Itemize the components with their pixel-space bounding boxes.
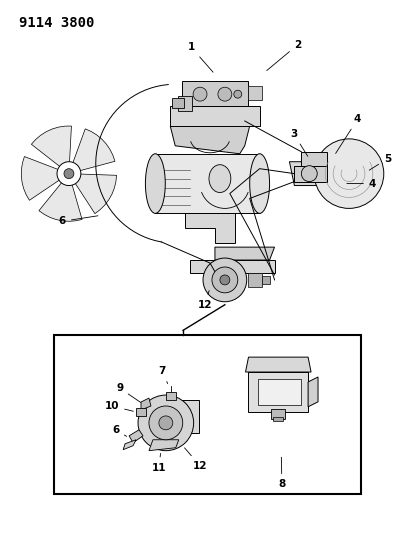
Circle shape — [234, 90, 242, 98]
Text: 7: 7 — [159, 366, 168, 384]
Circle shape — [138, 395, 194, 451]
Polygon shape — [182, 81, 248, 106]
Polygon shape — [170, 126, 250, 154]
Text: 2: 2 — [267, 39, 302, 70]
Polygon shape — [308, 377, 318, 407]
Circle shape — [203, 258, 247, 302]
Polygon shape — [301, 152, 327, 166]
Bar — [271, 409, 285, 419]
Polygon shape — [31, 126, 72, 167]
Polygon shape — [123, 440, 136, 450]
Bar — [273, 417, 283, 421]
Polygon shape — [21, 157, 61, 200]
Ellipse shape — [145, 154, 165, 213]
Circle shape — [57, 161, 81, 185]
Polygon shape — [74, 174, 117, 214]
Polygon shape — [185, 213, 235, 243]
Text: 8: 8 — [278, 457, 286, 489]
Text: 5: 5 — [369, 154, 391, 170]
Polygon shape — [249, 372, 308, 412]
Polygon shape — [72, 129, 115, 171]
Circle shape — [64, 168, 74, 179]
Polygon shape — [245, 357, 311, 372]
Text: 3: 3 — [290, 129, 308, 156]
Polygon shape — [190, 260, 275, 273]
Ellipse shape — [250, 154, 270, 213]
Text: 10: 10 — [105, 401, 133, 411]
Circle shape — [314, 139, 384, 208]
Bar — [55, 335, 360, 494]
Circle shape — [193, 87, 207, 101]
Bar — [248, 86, 262, 100]
Polygon shape — [129, 430, 143, 443]
Polygon shape — [141, 398, 151, 410]
Polygon shape — [149, 440, 179, 451]
Polygon shape — [153, 400, 199, 433]
Polygon shape — [178, 96, 192, 111]
Text: 12: 12 — [185, 448, 207, 471]
Circle shape — [220, 275, 230, 285]
Text: 9114 3800: 9114 3800 — [19, 15, 95, 30]
Bar — [262, 276, 270, 284]
Bar — [166, 392, 176, 400]
Circle shape — [218, 87, 232, 101]
Polygon shape — [215, 247, 275, 260]
Polygon shape — [259, 379, 301, 405]
Circle shape — [301, 166, 317, 182]
Text: 9: 9 — [116, 383, 141, 402]
Text: 11: 11 — [152, 454, 166, 473]
Ellipse shape — [209, 165, 231, 192]
Text: 4: 4 — [336, 114, 361, 154]
Polygon shape — [39, 181, 82, 221]
Text: 6: 6 — [112, 425, 127, 437]
Polygon shape — [172, 98, 184, 108]
Polygon shape — [294, 166, 327, 182]
Circle shape — [212, 267, 238, 293]
Circle shape — [149, 406, 183, 440]
Polygon shape — [289, 161, 369, 185]
Bar — [136, 408, 146, 416]
Text: 1: 1 — [188, 43, 213, 72]
Text: 6: 6 — [59, 216, 98, 227]
Polygon shape — [155, 154, 260, 213]
Circle shape — [159, 416, 173, 430]
Text: 12: 12 — [198, 290, 212, 310]
Text: 4: 4 — [347, 179, 376, 189]
Polygon shape — [170, 106, 260, 126]
Bar — [248, 273, 262, 287]
